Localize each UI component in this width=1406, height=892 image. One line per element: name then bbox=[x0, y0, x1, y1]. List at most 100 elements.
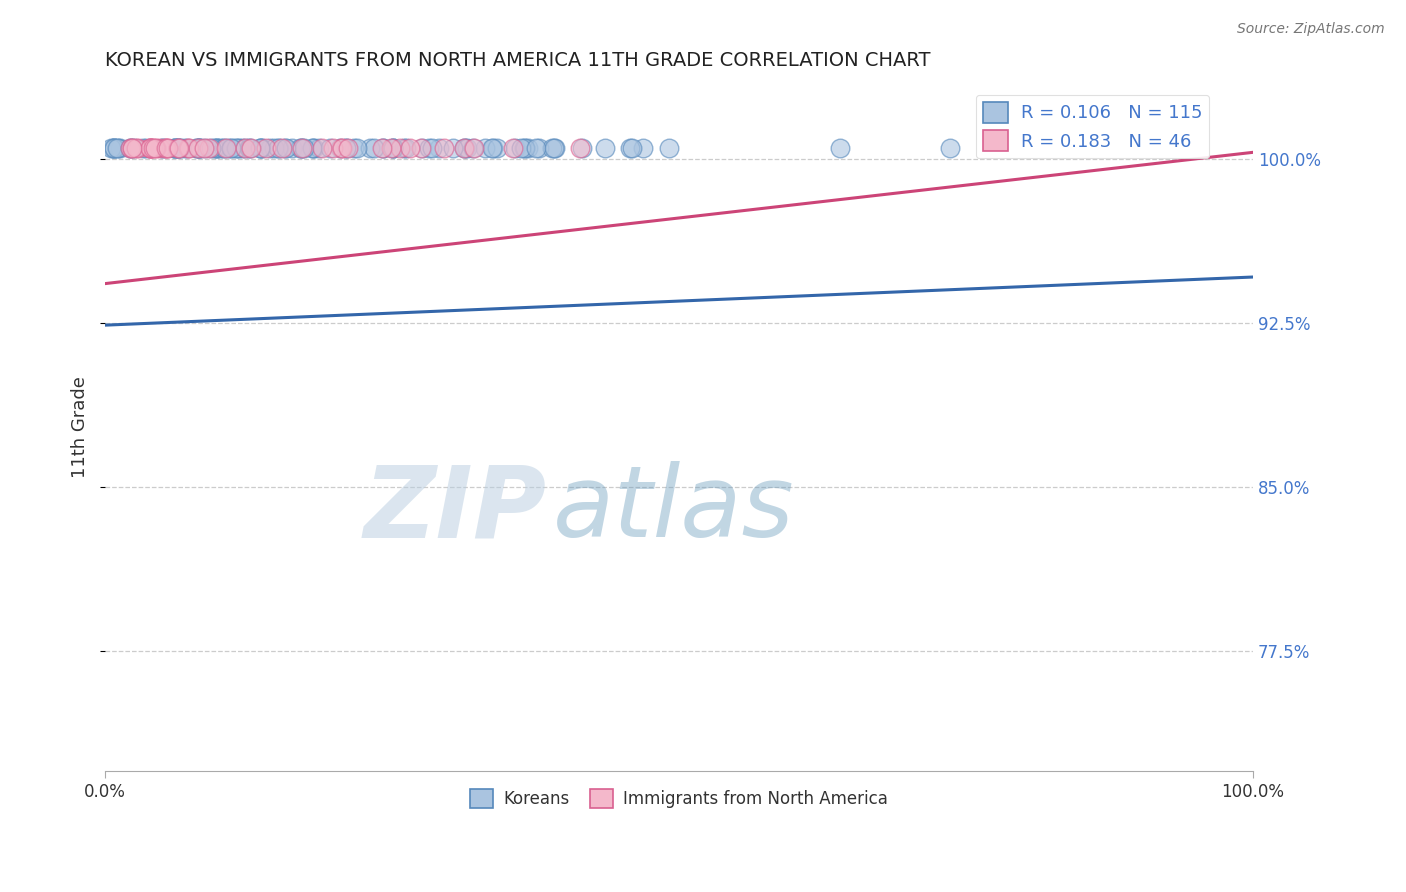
Point bbox=[250, 141, 273, 155]
Y-axis label: 11th Grade: 11th Grade bbox=[72, 376, 89, 478]
Point bbox=[152, 141, 174, 155]
Point bbox=[481, 141, 503, 155]
Point bbox=[105, 141, 128, 155]
Point bbox=[233, 141, 256, 155]
Point bbox=[291, 141, 314, 155]
Point bbox=[291, 141, 314, 155]
Point bbox=[482, 141, 505, 155]
Point bbox=[167, 141, 190, 155]
Point bbox=[502, 141, 524, 155]
Point bbox=[427, 141, 450, 155]
Point bbox=[145, 141, 167, 155]
Point bbox=[337, 141, 360, 155]
Point bbox=[288, 141, 311, 155]
Point bbox=[177, 141, 200, 155]
Point bbox=[239, 141, 262, 155]
Point bbox=[194, 141, 217, 155]
Point bbox=[658, 141, 681, 155]
Point bbox=[571, 141, 593, 155]
Point bbox=[226, 141, 249, 155]
Point bbox=[304, 141, 326, 155]
Point bbox=[399, 141, 422, 155]
Point bbox=[217, 141, 239, 155]
Point bbox=[120, 141, 142, 155]
Point bbox=[127, 141, 149, 155]
Point bbox=[163, 141, 186, 155]
Point bbox=[155, 141, 177, 155]
Point bbox=[619, 141, 641, 155]
Point bbox=[463, 141, 485, 155]
Point bbox=[382, 141, 405, 155]
Point bbox=[254, 141, 277, 155]
Point bbox=[103, 141, 125, 155]
Point bbox=[527, 141, 550, 155]
Point bbox=[301, 141, 323, 155]
Point bbox=[187, 141, 209, 155]
Point bbox=[463, 141, 485, 155]
Point bbox=[456, 141, 478, 155]
Point bbox=[225, 141, 247, 155]
Point bbox=[107, 141, 129, 155]
Point bbox=[132, 141, 155, 155]
Point bbox=[330, 141, 353, 155]
Point bbox=[169, 141, 191, 155]
Point bbox=[176, 141, 198, 155]
Point bbox=[156, 141, 179, 155]
Point bbox=[319, 141, 342, 155]
Point bbox=[453, 141, 475, 155]
Point bbox=[373, 141, 395, 155]
Point bbox=[165, 141, 187, 155]
Point bbox=[169, 141, 191, 155]
Point bbox=[259, 141, 281, 155]
Point bbox=[149, 141, 172, 155]
Point bbox=[263, 141, 285, 155]
Point bbox=[103, 141, 125, 155]
Text: atlas: atlas bbox=[553, 461, 794, 558]
Point bbox=[193, 141, 215, 155]
Point bbox=[302, 141, 325, 155]
Point bbox=[322, 141, 344, 155]
Point bbox=[125, 141, 148, 155]
Point bbox=[543, 141, 565, 155]
Point bbox=[166, 141, 188, 155]
Point bbox=[177, 141, 200, 155]
Point bbox=[150, 141, 173, 155]
Point bbox=[329, 141, 352, 155]
Point bbox=[371, 141, 394, 155]
Text: KOREAN VS IMMIGRANTS FROM NORTH AMERICA 11TH GRADE CORRELATION CHART: KOREAN VS IMMIGRANTS FROM NORTH AMERICA … bbox=[105, 51, 931, 70]
Point bbox=[173, 141, 195, 155]
Point bbox=[359, 141, 381, 155]
Point bbox=[188, 141, 211, 155]
Point bbox=[155, 141, 177, 155]
Point bbox=[186, 141, 208, 155]
Point bbox=[308, 141, 330, 155]
Point bbox=[593, 141, 616, 155]
Point bbox=[620, 141, 643, 155]
Point bbox=[568, 141, 591, 155]
Point bbox=[202, 141, 225, 155]
Point bbox=[433, 141, 456, 155]
Point bbox=[188, 141, 211, 155]
Point bbox=[156, 141, 179, 155]
Point bbox=[267, 141, 290, 155]
Point bbox=[118, 141, 141, 155]
Point bbox=[524, 141, 547, 155]
Point bbox=[143, 141, 166, 155]
Point bbox=[311, 141, 333, 155]
Point bbox=[135, 141, 157, 155]
Point bbox=[139, 141, 162, 155]
Point bbox=[474, 141, 496, 155]
Point bbox=[231, 141, 253, 155]
Point bbox=[163, 141, 186, 155]
Point bbox=[205, 141, 228, 155]
Point bbox=[335, 141, 357, 155]
Point bbox=[108, 141, 131, 155]
Legend: Koreans, Immigrants from North America: Koreans, Immigrants from North America bbox=[464, 782, 894, 814]
Point bbox=[215, 141, 238, 155]
Point bbox=[100, 141, 122, 155]
Point bbox=[200, 141, 222, 155]
Point bbox=[205, 141, 228, 155]
Point bbox=[184, 141, 207, 155]
Point bbox=[513, 141, 536, 155]
Point bbox=[503, 141, 526, 155]
